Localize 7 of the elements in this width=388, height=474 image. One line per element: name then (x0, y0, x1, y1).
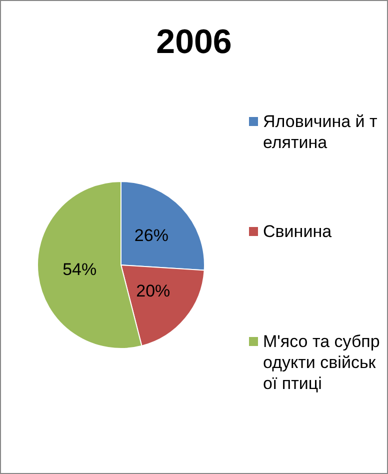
legend-label: Яловичина й телятина (263, 112, 378, 152)
legend-label: М'ясо та субпродукти свійської птиці (263, 332, 380, 393)
chart-title: 2006 (155, 23, 233, 62)
data-label: 20% (136, 281, 170, 300)
data-label: 26% (134, 226, 168, 246)
legend-label: Свинина (263, 222, 332, 241)
data-label: 54% (62, 260, 97, 279)
